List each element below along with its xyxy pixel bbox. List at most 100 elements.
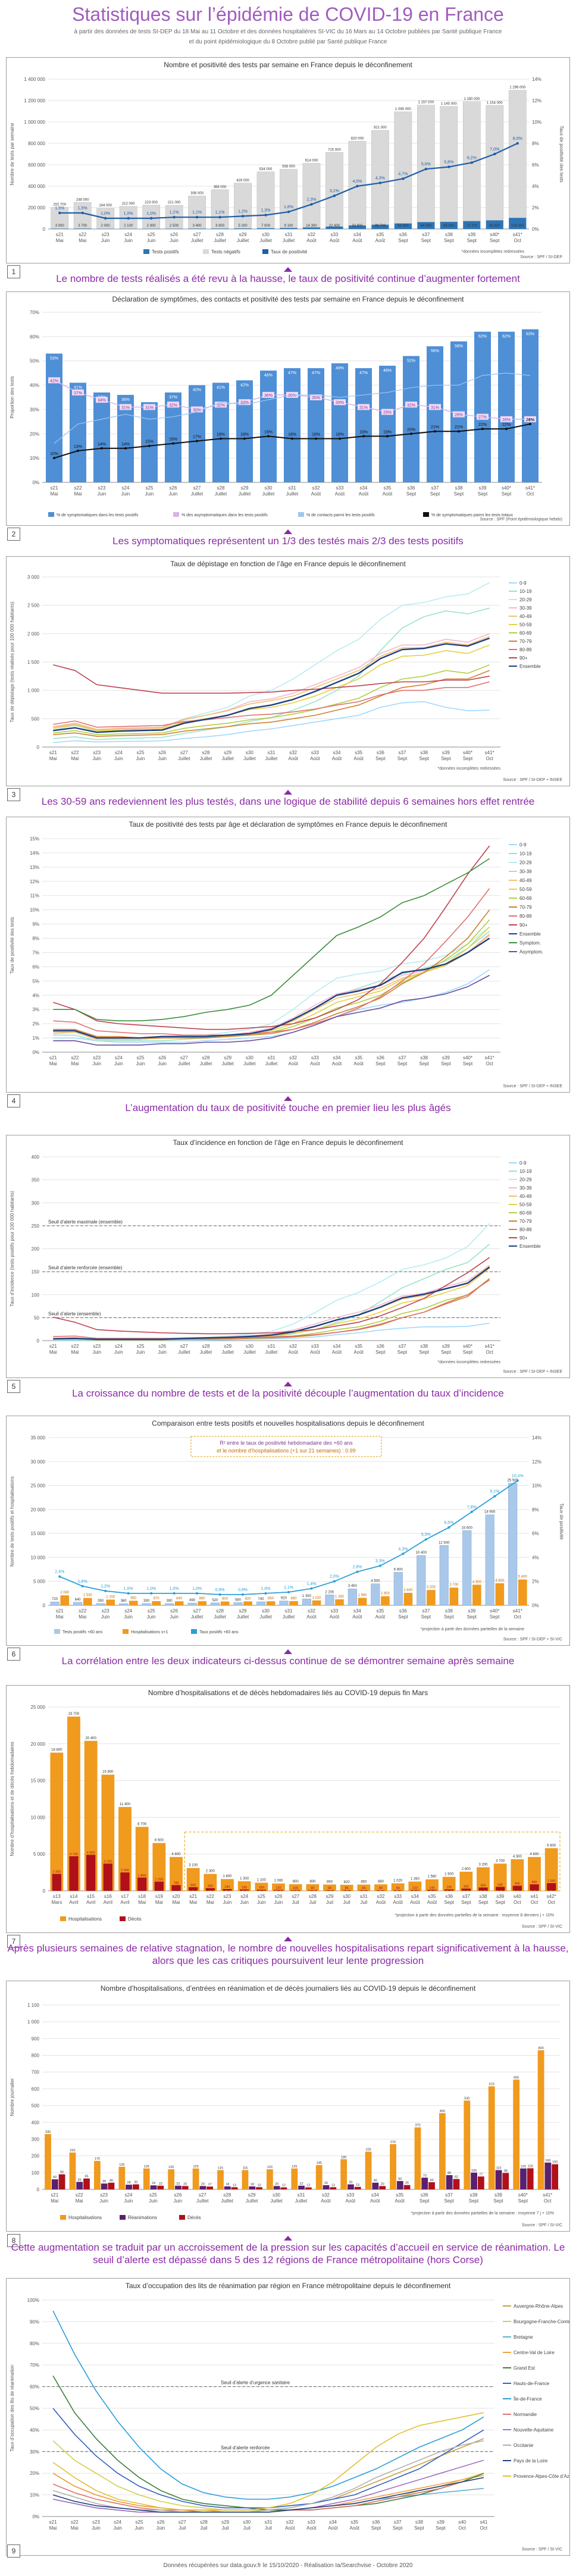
- data-label-total: 1 190 000: [464, 98, 480, 101]
- x-tick-label: s29: [248, 2192, 256, 2198]
- x-tick-label: s29: [224, 750, 231, 755]
- data-label-hospitalisations: 4 600: [171, 1853, 181, 1856]
- legend-swatch: [120, 2215, 126, 2220]
- x-tick-label: Sept: [454, 491, 464, 497]
- legend-label: 40-49: [519, 878, 532, 883]
- data-label: 90: [60, 2171, 64, 2175]
- chart-title: Taux d’occupation des lits de réanimatio…: [126, 2282, 451, 2290]
- data-label: 120: [168, 2166, 174, 2169]
- bar-icu-admissions: [421, 2177, 428, 2189]
- x-tick-label: s25: [258, 1894, 265, 1899]
- y2-tick-label: 6%: [532, 1531, 539, 1536]
- zoom-box: [184, 1831, 561, 1891]
- x-tick-label: Juin: [92, 756, 101, 761]
- bar-hospitalisations: [537, 2050, 544, 2189]
- data-label-hospitalisations: 950: [130, 1596, 137, 1600]
- bar-deaths: [69, 1856, 79, 1891]
- x-tick-label: s37: [399, 1055, 406, 1060]
- y-tick-label: 800 000: [28, 141, 45, 146]
- x-tick-label: Août: [306, 2525, 317, 2531]
- x-tick-label: s22: [71, 750, 79, 755]
- x-tick-label: Juin: [114, 756, 123, 761]
- symptomatic-total-point: [148, 444, 151, 447]
- x-tick-label: Sept: [463, 756, 473, 761]
- data-label: 13: [257, 2183, 261, 2187]
- chart-number-2: 2: [7, 528, 20, 541]
- rate-60plus-label: 10,4%: [512, 1474, 524, 1479]
- legend-label: Île-de-France: [513, 2396, 542, 2402]
- annotation-line-2: et le nombre d’hospitalisations (+1 sur …: [217, 1448, 355, 1454]
- x-tick-label: s37: [399, 1344, 406, 1349]
- data-label-positive: 66 600: [443, 224, 455, 228]
- series-line: [53, 664, 490, 735]
- y2-tick-label: 4%: [532, 1555, 539, 1560]
- x-tick-label: Oct: [547, 1900, 555, 1905]
- bar-positive-60plus: [371, 1583, 380, 1606]
- x-tick-label: s41*: [485, 1055, 494, 1060]
- series-line: [53, 937, 490, 1039]
- x-tick-label: s28: [217, 485, 225, 491]
- data-label: 18: [251, 2183, 254, 2186]
- bar-hospitalisations: [118, 1807, 132, 1891]
- symptomatic-total-point: [53, 457, 55, 460]
- caption-arrow-4: [284, 1096, 292, 1101]
- series-line: [52, 2375, 484, 2511]
- x-tick-label: s30: [265, 485, 273, 491]
- bar-hospitalisations: [83, 1598, 92, 1605]
- data-label-hospitalisations: 1 200: [106, 1595, 115, 1599]
- x-tick-label: Sept: [444, 1900, 454, 1905]
- x-tick-label: s36: [445, 1894, 453, 1899]
- chart-number-7: 7: [7, 1935, 20, 1948]
- x-tick-label: s34: [360, 485, 368, 491]
- x-tick-label: Sept: [444, 1614, 454, 1620]
- rate-60plus-point: [242, 1593, 245, 1596]
- x-tick-label: Mai: [79, 1614, 86, 1620]
- data-label-positive: 14 300: [306, 224, 317, 228]
- x-tick-label: s39: [468, 1608, 475, 1614]
- annotation-line-1: R² entre le taux de positivité hebdomada…: [220, 1440, 353, 1446]
- bar-positive-60plus: [187, 1602, 197, 1606]
- bar-deaths: [342, 1890, 352, 1891]
- chart-note: *projection à partir des données partiel…: [395, 1913, 554, 1918]
- chart-title: Nombre d’hospitalisations et de décès he…: [148, 1689, 428, 1697]
- data-label-positive-60plus: 15 600: [462, 1526, 473, 1530]
- x-tick-label: Mai: [71, 756, 79, 761]
- series-line: [52, 2487, 484, 2513]
- y-tick-label: 0: [43, 1603, 46, 1608]
- bar-deaths: [108, 2182, 115, 2189]
- bar-negative-tests: [417, 105, 435, 222]
- caption-arrow-7: [284, 1937, 292, 1941]
- symptomatic-total-label: 19%: [264, 430, 273, 434]
- y2-tick-label: 8%: [532, 141, 539, 146]
- symptomatic-total-label: 18%: [217, 432, 225, 437]
- x-tick-label: s26: [158, 750, 166, 755]
- asymptomatic-label-bg: [477, 413, 489, 420]
- bar-hospitalisations: [425, 1879, 439, 1891]
- legend-label: Décès: [187, 2215, 201, 2220]
- legend-swatch: [173, 512, 179, 517]
- bar-deaths: [83, 2178, 90, 2189]
- x-tick-label: s39: [496, 1894, 504, 1899]
- bar-hospitalisations: [267, 2169, 273, 2189]
- bar-deaths: [428, 2182, 435, 2189]
- x-tick-label: Sept: [461, 1900, 471, 1905]
- bar-hospitalisations: [408, 1881, 422, 1891]
- data-label-total: 820 000: [351, 137, 364, 140]
- legend-label: Hospitalisations: [68, 1916, 102, 1922]
- symptomatic-total-label: 22%: [478, 423, 487, 427]
- bar-positive-tests: [509, 218, 527, 229]
- y-tick-label: 11%: [30, 893, 39, 899]
- legend-label: Occitanie: [514, 2443, 534, 2448]
- x-tick-label: s24: [240, 1894, 248, 1899]
- y-axis-label: Proportion des tests: [10, 376, 15, 418]
- x-tick-label: s24: [122, 485, 130, 491]
- bar-deaths: [223, 1889, 232, 1891]
- asymptomatic-label: 34%: [98, 399, 106, 403]
- x-tick-label: s38: [470, 2192, 478, 2198]
- positivity-label: 1,2%: [238, 209, 248, 214]
- bar-positive-60plus: [73, 1602, 83, 1606]
- x-tick-label: Sept: [397, 1350, 408, 1355]
- bar-positive-tests: [348, 225, 367, 229]
- y-tick-label: 100: [32, 1292, 40, 1298]
- rate-60plus-label: 1,0%: [261, 1587, 271, 1591]
